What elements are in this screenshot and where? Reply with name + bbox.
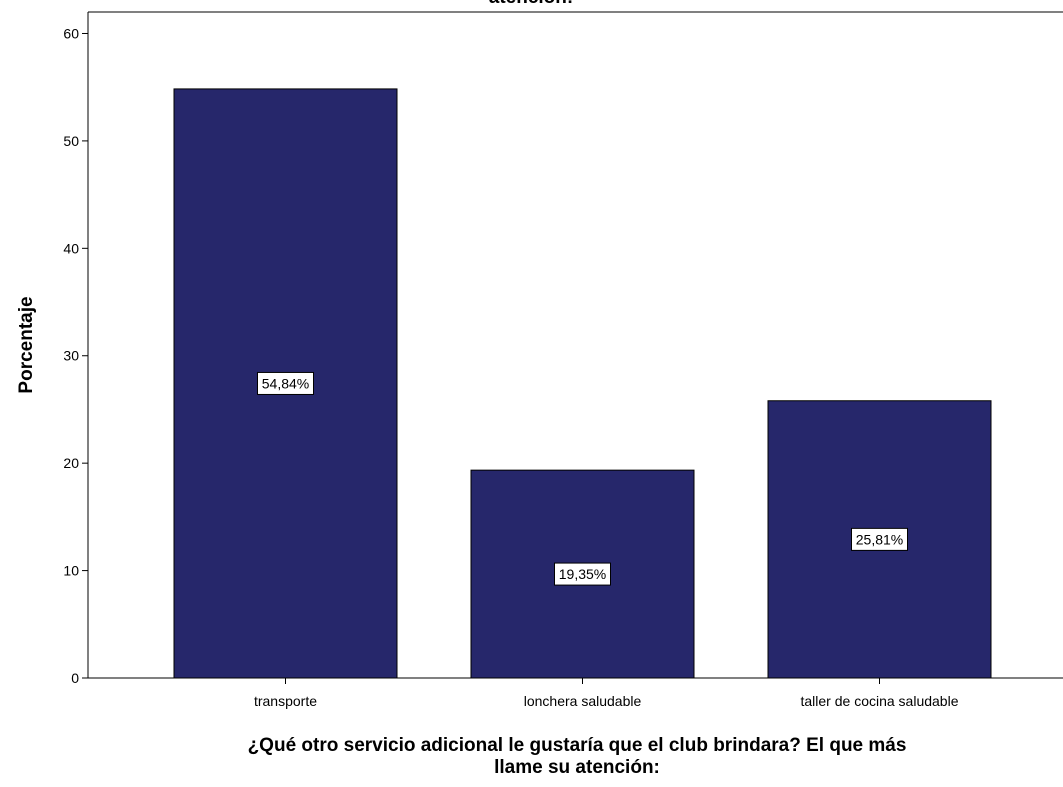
data-label-box	[851, 527, 908, 551]
y-tick-label: 0	[71, 670, 79, 686]
x-axis-title-line-1: ¿Qué otro servicio adicional le gustaría…	[248, 735, 907, 756]
y-tick-label: 10	[63, 563, 79, 579]
y-tick-label: 60	[63, 25, 79, 41]
data-label: 54,84%	[262, 375, 309, 391]
data-label-box	[257, 371, 314, 395]
data-label-box	[554, 562, 611, 586]
x-tick-label: taller de cocina saludable	[801, 693, 959, 709]
chart-title-fragment: atención:	[489, 0, 573, 8]
y-tick-label: 20	[63, 455, 79, 471]
y-tick-label: 40	[63, 240, 79, 256]
y-tick-label: 30	[63, 348, 79, 364]
x-tick-label: transporte	[254, 693, 317, 709]
y-axis-ticks: 0 10 20 30 40 50 60	[63, 25, 88, 686]
data-labels-group: 54,84% 19,35% 25,81%	[257, 371, 908, 586]
y-axis-title: Porcentaje	[16, 296, 37, 393]
x-axis-title-line-2: llame su atención:	[494, 757, 660, 778]
y-tick-label: 50	[63, 133, 79, 149]
data-label: 25,81%	[856, 531, 903, 547]
x-axis-ticks: transporte lonchera saludable taller de co…	[254, 678, 959, 709]
x-tick-label: lonchera saludable	[524, 693, 642, 709]
data-label: 19,35%	[559, 566, 606, 582]
